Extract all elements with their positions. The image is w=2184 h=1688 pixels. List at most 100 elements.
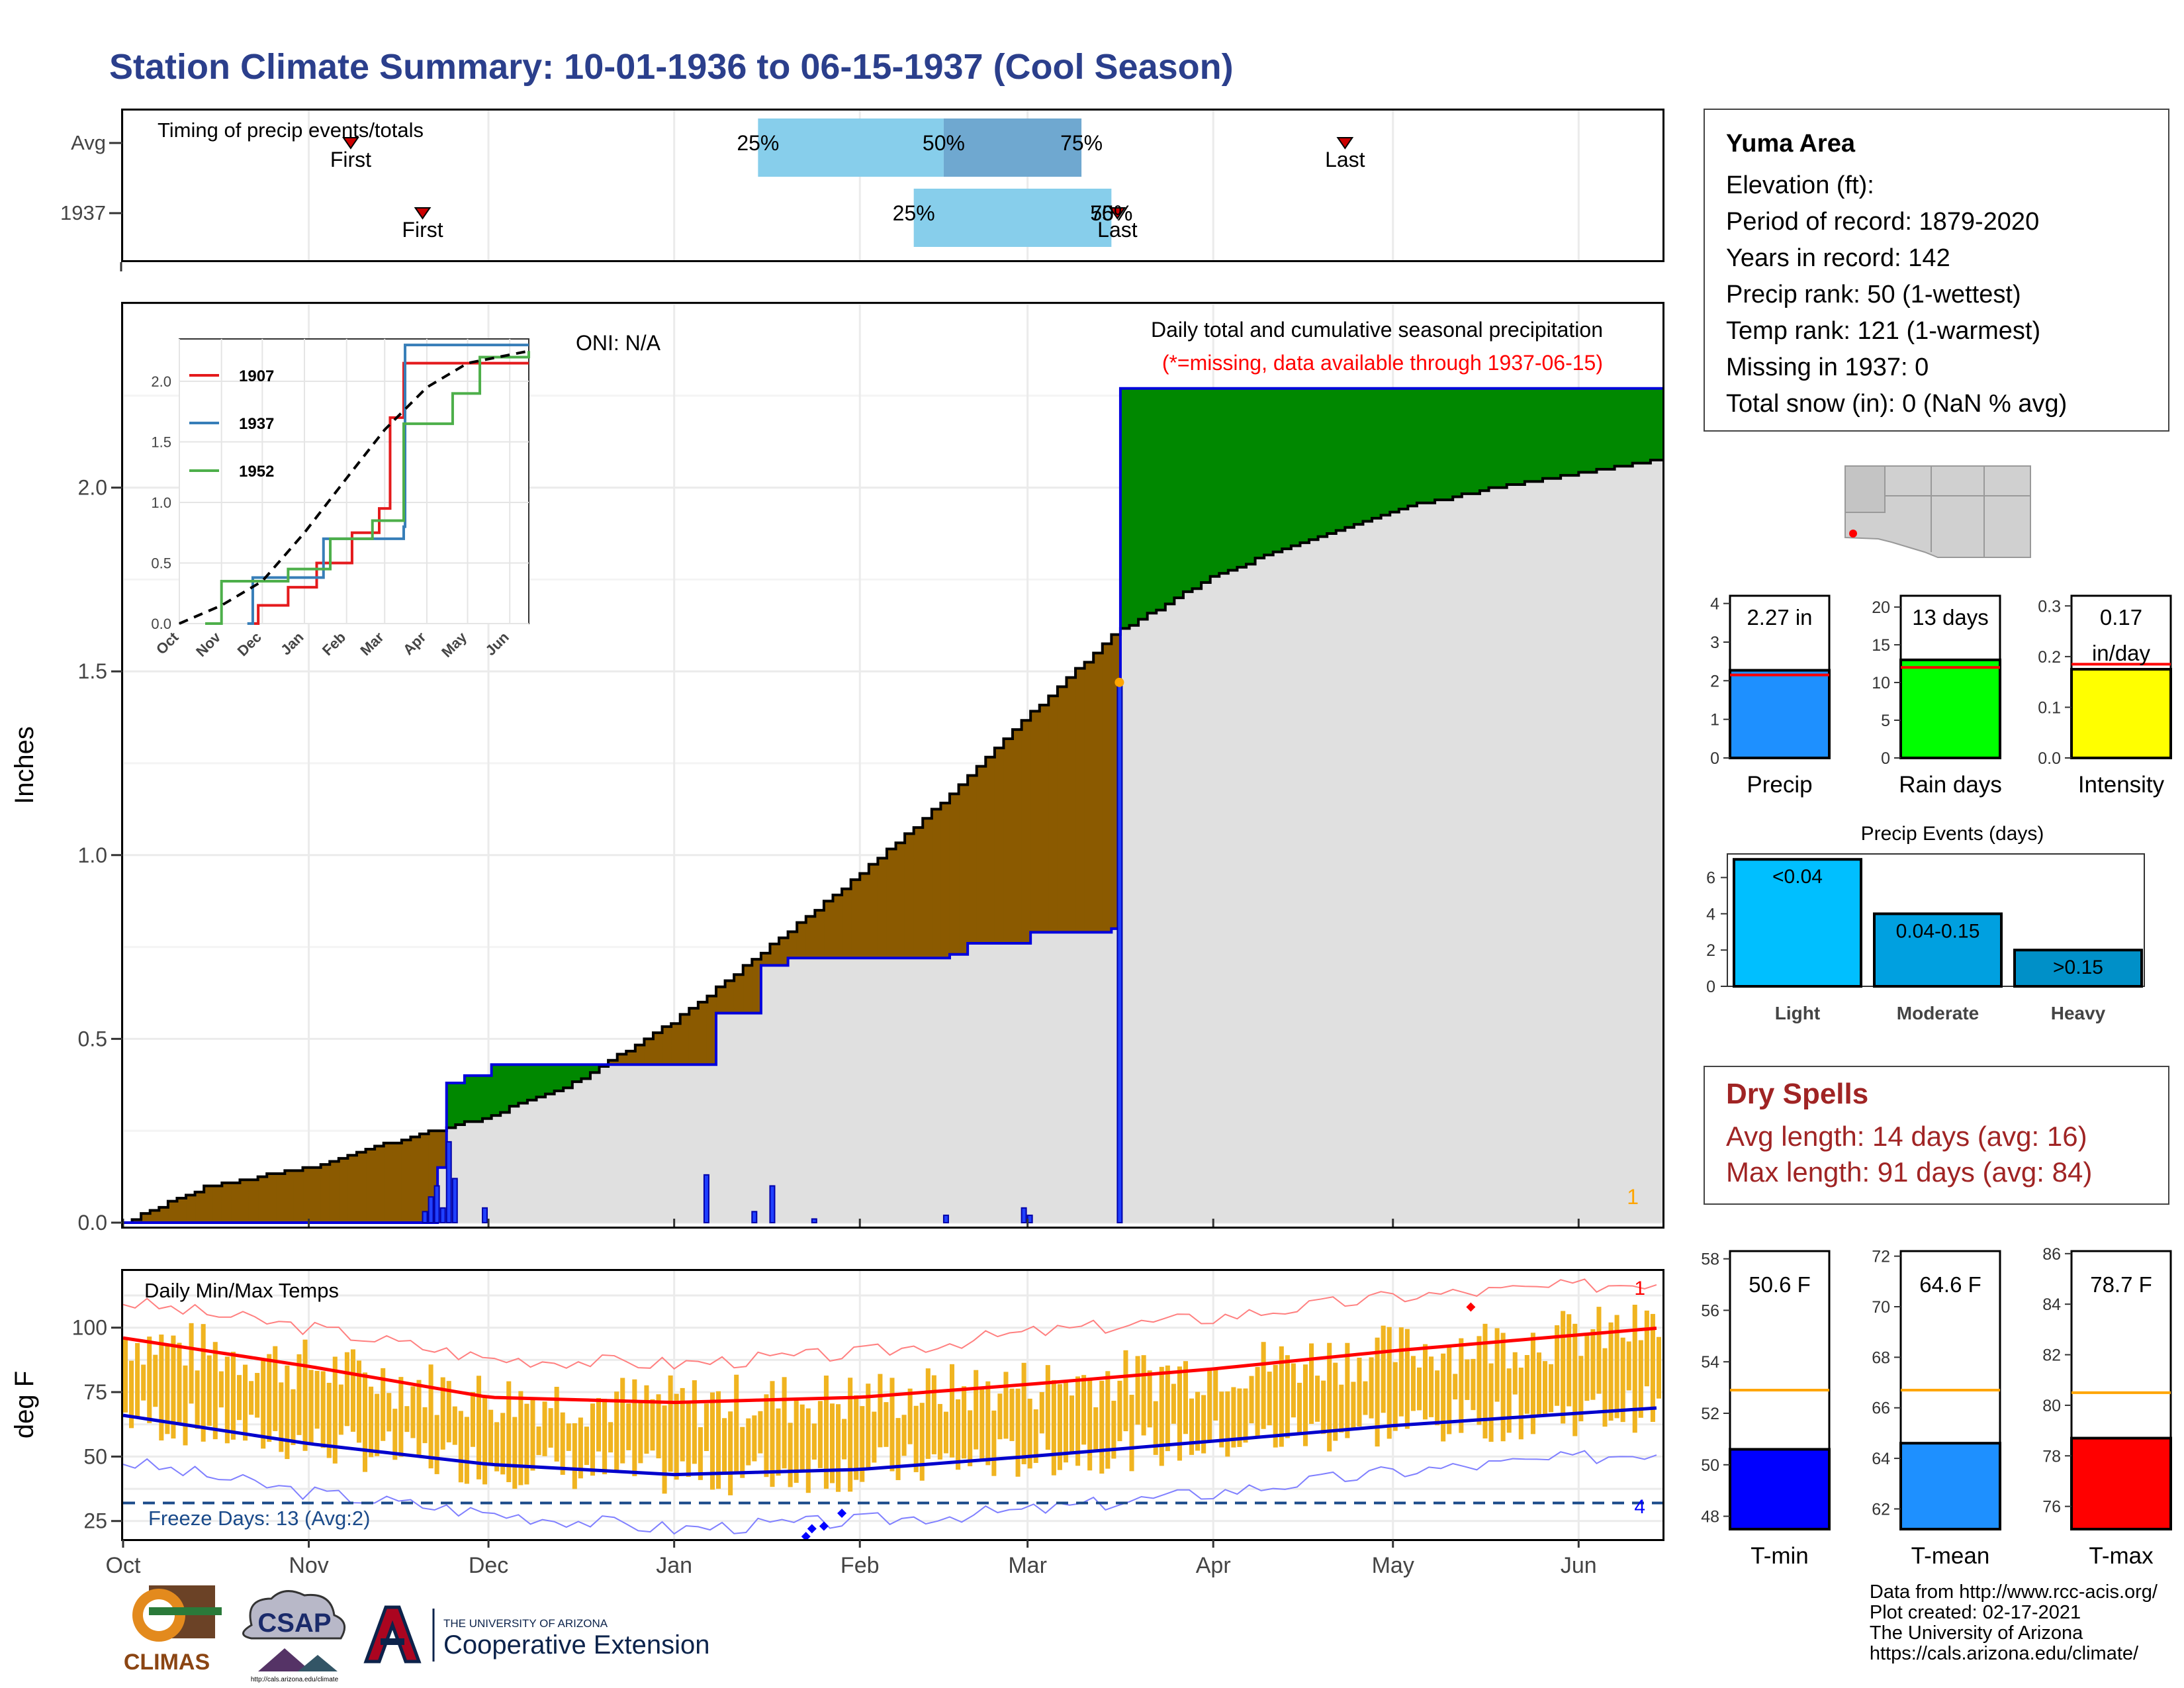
daily-precip-bar xyxy=(451,1178,458,1223)
daily-temp-bar xyxy=(416,1380,422,1458)
record-max-line xyxy=(122,1278,1657,1370)
daily-temp-bar xyxy=(584,1427,589,1466)
q75-label: 75% xyxy=(1090,201,1132,225)
daily-temp-bar xyxy=(1279,1346,1284,1447)
daily-temp-bar xyxy=(1410,1356,1416,1411)
daily-temp-bar xyxy=(632,1379,637,1477)
temp-panel: Daily Min/Max Temps Freeze Days: 13 (Avg:… xyxy=(121,1269,1664,1542)
summary-bar-ytick: 3 xyxy=(1710,633,1719,652)
avg-cumulative-line xyxy=(123,458,1662,1224)
daily-temp-bar xyxy=(524,1403,529,1485)
daily-temp-bar xyxy=(1225,1391,1230,1457)
daily-temp-bar xyxy=(1477,1336,1482,1425)
daily-temp-bar xyxy=(201,1324,206,1442)
q25-label: 25% xyxy=(737,131,779,155)
summary-bar-fill xyxy=(1729,669,1831,760)
daily-temp-bar xyxy=(381,1368,386,1441)
daily-temp-bar xyxy=(1512,1352,1518,1395)
q75-label: 75% xyxy=(1060,131,1103,155)
daily-temp-bar xyxy=(1644,1310,1649,1387)
daily-temp-bar xyxy=(722,1418,727,1472)
station-info-box: Yuma Area Elevation (ft): Period of recor… xyxy=(1704,109,2169,432)
daily-temp-bar xyxy=(1039,1391,1044,1434)
daily-temp-bar xyxy=(1243,1388,1248,1443)
temp-xtick: Dec xyxy=(469,1553,508,1578)
temp-summary-ytick: 78 xyxy=(2042,1447,2061,1466)
daily-temp-bar xyxy=(1063,1382,1068,1463)
events-ytick: 6 xyxy=(1706,869,1715,888)
freeze-marker xyxy=(801,1532,811,1542)
daily-temp-bar xyxy=(794,1399,799,1483)
daily-temp-bar xyxy=(1650,1313,1655,1423)
climas-logo: CLIMAS xyxy=(124,1585,222,1675)
daily-temp-bar xyxy=(1201,1395,1206,1454)
daily-temp-bar xyxy=(836,1404,841,1492)
precip-ylabel: Inches xyxy=(10,726,39,804)
daily-temp-bar xyxy=(889,1378,895,1472)
summary-bar-value: 13 days xyxy=(1912,605,1989,630)
daily-temp-bar xyxy=(620,1378,625,1464)
daily-temp-bar xyxy=(1087,1380,1093,1471)
daily-temp-bar xyxy=(919,1403,925,1481)
daily-temp-bar xyxy=(267,1354,272,1442)
event-bar-label: 0.04-0.15 xyxy=(1896,920,1980,942)
daily-temp-bar xyxy=(1207,1370,1212,1440)
daily-temp-bar xyxy=(1135,1356,1140,1425)
dry-spells-box: Dry Spells Avg length: 14 days (avg: 16)… xyxy=(1704,1066,2169,1205)
temp-xtick: Jan xyxy=(656,1553,692,1578)
daily-temp-bar xyxy=(1345,1342,1350,1438)
svg-text:THE UNIVERSITY OF ARIZONA: THE UNIVERSITY OF ARIZONA xyxy=(443,1617,608,1630)
precip-ytick: 1.0 xyxy=(78,843,107,867)
daily-temp-bar xyxy=(901,1415,907,1456)
daily-temp-bar xyxy=(369,1386,374,1458)
daily-temp-bar xyxy=(1500,1333,1506,1442)
daily-precip-bar xyxy=(811,1218,817,1223)
daily-temp-bar xyxy=(644,1385,649,1454)
temp-summary-ytick: 82 xyxy=(2042,1346,2061,1365)
daily-temp-bar xyxy=(656,1394,661,1459)
daily-temp-bar xyxy=(1111,1401,1116,1459)
record-high-count: 1 xyxy=(1634,1278,1645,1299)
daily-temp-bar xyxy=(1237,1388,1242,1447)
precip-chart: Daily total and cumulative seasonal prec… xyxy=(122,303,1663,1227)
temp-xtick: Jun xyxy=(1561,1553,1597,1578)
daily-temp-bar xyxy=(662,1405,667,1494)
daily-precip-bar xyxy=(433,1185,440,1223)
daily-temp-bar xyxy=(943,1411,948,1454)
q25-label: 25% xyxy=(893,201,935,225)
temp-summary-t-max: 78.7 F 76 78 80 82 84 86 T-max xyxy=(2042,1245,2172,1569)
precip-ytick: 2.0 xyxy=(78,476,107,500)
daily-temp-bar xyxy=(410,1386,416,1438)
freeze-marker xyxy=(807,1524,817,1534)
svg-text:CSAP: CSAP xyxy=(257,1609,331,1638)
daily-temp-bar xyxy=(488,1409,494,1465)
daily-temp-bar xyxy=(788,1423,793,1487)
events-ytick: 4 xyxy=(1706,905,1715,923)
daily-temp-bar xyxy=(1333,1362,1338,1441)
main-title: Daily total and cumulative seasonal prec… xyxy=(1151,318,1603,342)
daily-temp-bar xyxy=(746,1418,751,1466)
temp-summary-name: T-mean xyxy=(1911,1543,1990,1569)
station-info-line: Years in record: 142 xyxy=(1726,244,1950,272)
daily-temp-bar xyxy=(1093,1407,1099,1452)
daily-temp-bar xyxy=(224,1356,230,1444)
daily-temp-bar xyxy=(452,1406,457,1445)
daily-temp-bar xyxy=(236,1375,242,1421)
daily-temp-bar xyxy=(470,1391,475,1447)
daily-temp-bar xyxy=(1387,1327,1392,1439)
daily-temp-bar xyxy=(1099,1380,1105,1474)
daily-temp-bar xyxy=(991,1410,997,1476)
daily-temp-bar xyxy=(968,1410,973,1467)
daily-temp-bar xyxy=(338,1384,343,1435)
daily-temp-bar xyxy=(962,1386,967,1459)
first-marker xyxy=(342,137,359,150)
event-bar-name: Heavy xyxy=(2051,1003,2106,1023)
daily-temp-bar xyxy=(860,1406,865,1482)
event-bar-name: Light xyxy=(1775,1003,1820,1023)
daily-temp-bar xyxy=(842,1419,847,1460)
precip-y-axis: Inches 0.0 0.5 1.0 1.5 2.0 xyxy=(10,476,122,1235)
summary-bar-ytick: 0 xyxy=(1881,749,1890,768)
temp-x-axis: Oct Nov Dec Jan Feb Mar Apr May Jun xyxy=(106,1540,1597,1578)
daily-temp-bar xyxy=(1626,1341,1631,1391)
temp-ytick: 25 xyxy=(83,1509,107,1533)
